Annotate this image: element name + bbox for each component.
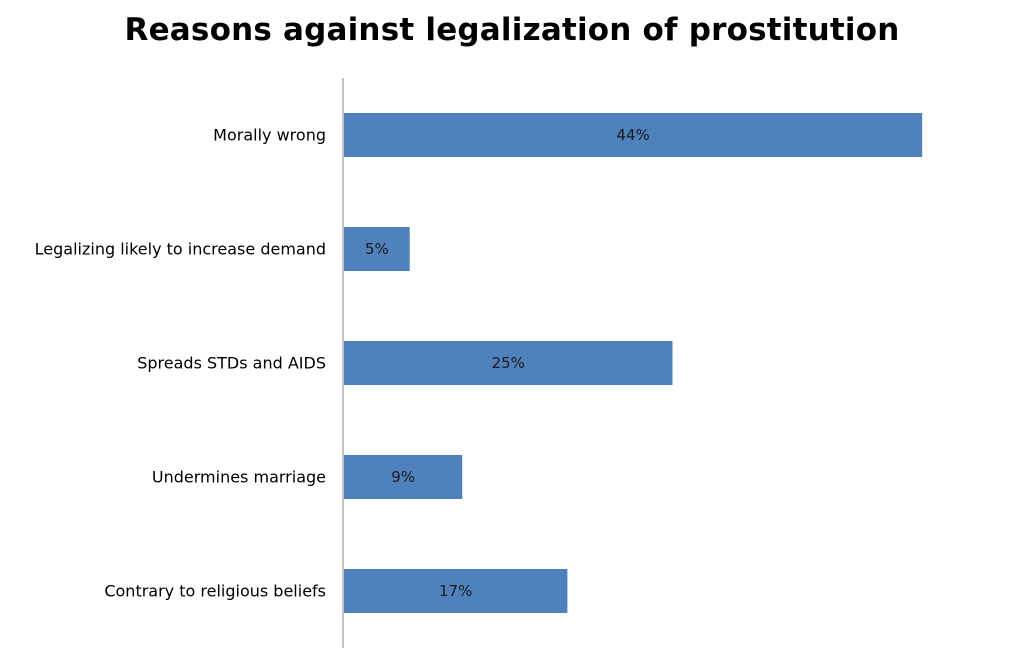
bar-4 <box>344 455 463 499</box>
bars-layer <box>344 113 923 613</box>
category-label-5: Contrary to religious beliefs <box>104 582 326 601</box>
chart-title: Reasons against legalization of prostitu… <box>124 12 900 48</box>
category-label-3: Spreads STDs and AIDS <box>137 354 326 373</box>
data-label-4: 9% <box>391 468 415 486</box>
data-label-3: 25% <box>492 354 525 372</box>
category-label-1: Morally wrong <box>213 126 326 145</box>
data-label-2: 5% <box>365 240 389 258</box>
bar-2 <box>344 227 410 271</box>
category-label-2: Legalizing likely to increase demand <box>35 240 326 259</box>
bar-1 <box>344 113 923 157</box>
bar-3 <box>344 341 673 385</box>
data-label-1: 44% <box>616 126 649 144</box>
data-label-5: 17% <box>439 582 472 600</box>
category-label-4: Undermines marriage <box>152 468 326 487</box>
bar-5 <box>344 569 568 613</box>
labels-layer: Morally wrong 44% Legalizing likely to inc… <box>35 126 650 601</box>
